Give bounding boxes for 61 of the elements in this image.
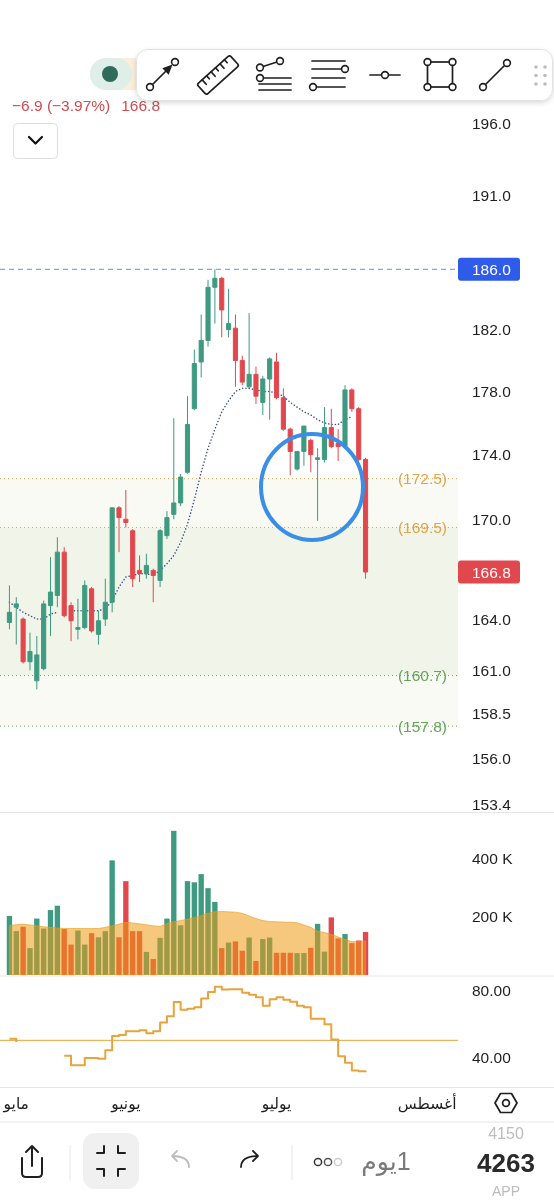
x-tick-label: يوليو bbox=[260, 1095, 292, 1113]
bar bbox=[342, 934, 348, 975]
text: −6.9 (−3.97%) bbox=[12, 97, 111, 114]
bar bbox=[321, 951, 328, 975]
bar bbox=[287, 952, 293, 975]
text: 1يوم bbox=[361, 1147, 411, 1176]
bar bbox=[280, 952, 287, 975]
bar bbox=[184, 881, 191, 975]
bar bbox=[191, 882, 197, 975]
text: 4263 bbox=[477, 1148, 535, 1178]
y-tick-label: 174.0 bbox=[472, 446, 512, 464]
y-tick-label: 80.00 bbox=[472, 981, 512, 999]
bar bbox=[143, 951, 150, 975]
bar bbox=[13, 931, 19, 975]
y-tick-label: 196.0 bbox=[472, 115, 512, 133]
bar bbox=[150, 958, 156, 975]
bar bbox=[47, 910, 54, 975]
text: 166.8 bbox=[121, 97, 161, 114]
bar bbox=[253, 960, 259, 975]
text: 166.8 bbox=[472, 563, 511, 581]
bar bbox=[232, 941, 239, 975]
bar bbox=[260, 939, 266, 975]
y-tick-label: 170.0 bbox=[472, 510, 512, 528]
bar bbox=[314, 923, 321, 975]
x-tick-label: أغسطس bbox=[397, 1093, 457, 1113]
bar bbox=[239, 950, 245, 975]
ref-line-label: (160.7) bbox=[397, 667, 447, 685]
y-tick-label: 400 K bbox=[472, 849, 514, 867]
bar bbox=[267, 937, 273, 975]
bar bbox=[225, 942, 232, 975]
y-tick-label: 200 K bbox=[472, 908, 514, 926]
bar bbox=[88, 933, 95, 975]
bar bbox=[20, 926, 26, 975]
ref-line-label: (172.5) bbox=[397, 470, 447, 488]
text: 4150 bbox=[488, 1125, 524, 1142]
bar bbox=[362, 932, 369, 975]
ref-line-label: 186.0 bbox=[472, 260, 512, 278]
y-tick-label: 182.0 bbox=[472, 321, 512, 339]
x-tick-label: مايو bbox=[2, 1095, 29, 1113]
y-tick-label: 158.5 bbox=[472, 705, 511, 723]
bar bbox=[177, 925, 184, 975]
bar bbox=[136, 931, 143, 975]
y-tick-label: 156.0 bbox=[472, 749, 512, 767]
bar bbox=[6, 915, 13, 975]
bar bbox=[246, 937, 252, 975]
x-tick-label: يونيو bbox=[110, 1095, 141, 1113]
ref-line-label: (169.5) bbox=[397, 518, 447, 536]
y-tick-label: 153.4 bbox=[472, 796, 512, 814]
y-tick-label: 161.0 bbox=[472, 661, 512, 679]
y-tick-label: 164.0 bbox=[472, 610, 512, 628]
bar bbox=[219, 948, 225, 975]
ref-line-label: (157.8) bbox=[397, 717, 447, 735]
bar bbox=[308, 947, 314, 975]
text: APP bbox=[491, 1183, 521, 1199]
y-tick-label: 191.0 bbox=[472, 187, 512, 205]
y-tick-label: 40.00 bbox=[472, 1048, 512, 1066]
bar bbox=[273, 952, 280, 975]
bar bbox=[41, 928, 47, 975]
y-tick-label: 178.0 bbox=[472, 382, 512, 400]
bar bbox=[54, 905, 61, 975]
bar bbox=[95, 937, 102, 975]
